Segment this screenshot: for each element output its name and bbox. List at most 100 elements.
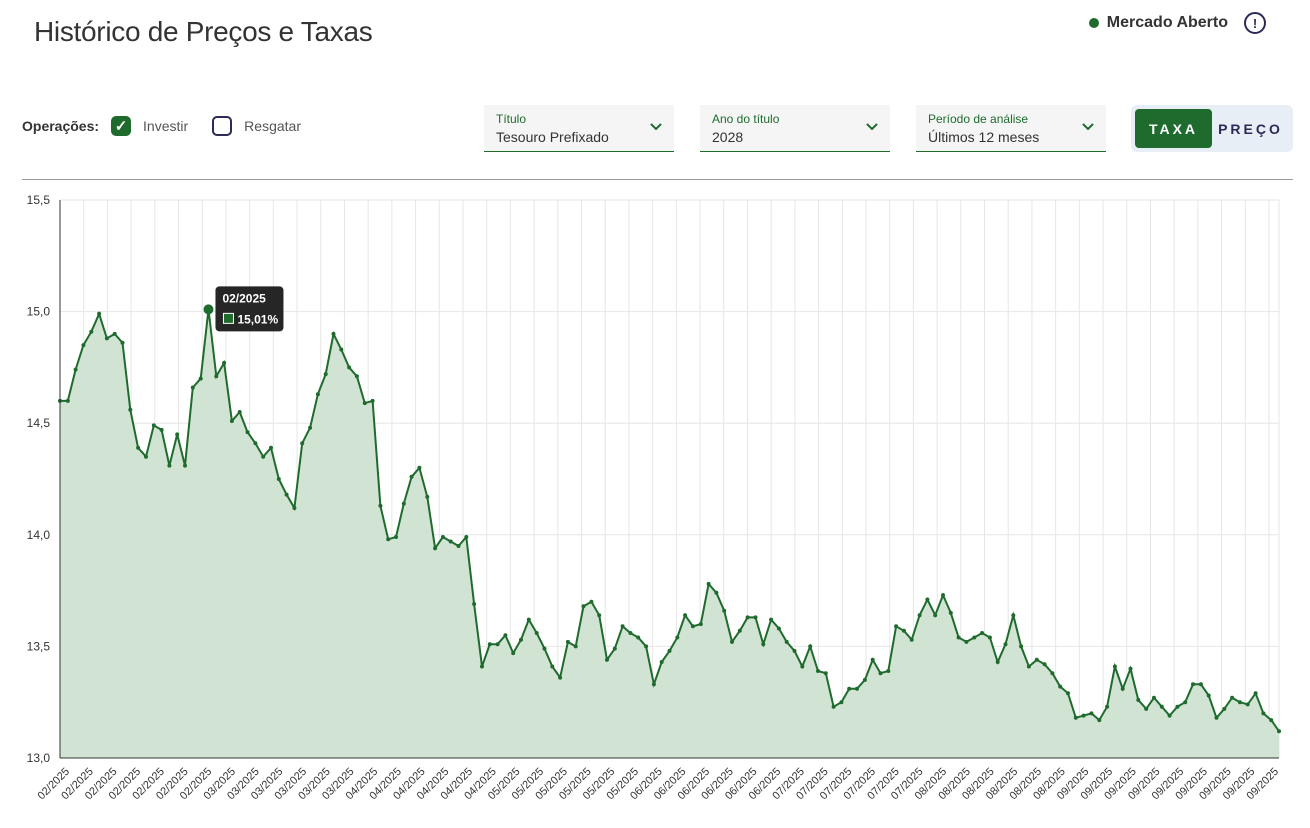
y-tick-label: 13,0: [27, 751, 51, 765]
data-point: [565, 639, 570, 644]
data-point: [300, 441, 305, 446]
data-point: [1011, 613, 1016, 618]
data-point: [183, 463, 187, 468]
data-points: [58, 304, 1281, 734]
x-axis-labels: 02/202502/202502/202502/202502/202502/20…: [36, 766, 1282, 803]
data-point: [1066, 691, 1070, 696]
data-point: [480, 664, 484, 669]
data-point: [792, 648, 797, 653]
data-point: [620, 624, 625, 629]
data-point: [706, 581, 711, 586]
rate-history-chart: 13,013,514,014,515,015,5 02/202502/20250…: [27, 193, 1282, 803]
status-dot-icon: [1088, 18, 1099, 28]
data-point: [1112, 664, 1117, 669]
resgatar-label[interactable]: Resgatar: [244, 118, 301, 134]
data-point: [776, 626, 781, 631]
tooltip-value: 15,01%: [237, 312, 278, 326]
operations-group: Operações: ✓ Investir Resgatar: [22, 116, 325, 136]
area-fill: [60, 309, 1279, 758]
data-point: [909, 637, 914, 642]
data-point: [1253, 691, 1258, 696]
tooltip-label: 02/2025: [222, 291, 266, 305]
data-point: [878, 671, 883, 676]
preco-button[interactable]: PREÇO: [1218, 120, 1283, 137]
data-point: [448, 539, 453, 544]
periodo-select-value: Últimos 12 meses: [928, 129, 1040, 145]
data-point: [1277, 729, 1281, 734]
data-point: [917, 613, 922, 618]
data-point: [925, 597, 930, 602]
data-point: [89, 329, 94, 334]
ano-select[interactable]: Ano do título 2028: [700, 105, 890, 152]
data-point: [519, 637, 523, 642]
data-point: [941, 593, 945, 598]
taxa-preco-toggle: TAXA PREÇO: [1131, 105, 1293, 152]
data-point: [761, 642, 766, 647]
data-point: [1261, 711, 1266, 716]
data-point: [144, 454, 148, 459]
data-point: [472, 602, 477, 606]
data-point: [581, 604, 586, 609]
data-point: [901, 628, 906, 633]
data-point: [1105, 704, 1110, 709]
data-point: [605, 657, 609, 662]
periodo-select[interactable]: Período de análise Últimos 12 meses: [916, 105, 1106, 152]
data-point: [159, 427, 164, 432]
data-point: [862, 677, 867, 682]
data-point: [417, 465, 422, 470]
data-point: [948, 610, 953, 615]
data-point: [1120, 686, 1125, 691]
data-point: [292, 506, 297, 510]
data-point: [636, 635, 641, 640]
y-tick-label: 14,5: [27, 416, 51, 430]
investir-label[interactable]: Investir: [143, 118, 189, 134]
data-point: [1097, 718, 1102, 723]
chart-axes: [59, 200, 1279, 759]
info-icon[interactable]: !: [1244, 12, 1266, 34]
divider: [22, 179, 1293, 180]
operations-label: Operações:: [22, 118, 100, 134]
data-point: [808, 644, 813, 649]
y-axis-labels: 13,0 13,5 14,0 14,5 15,0 15,5: [27, 193, 51, 765]
data-point: [253, 441, 258, 446]
data-point: [980, 631, 985, 635]
data-point: [1128, 666, 1133, 671]
taxa-button[interactable]: TAXA: [1135, 109, 1212, 148]
data-point: [237, 410, 242, 414]
data-point: [690, 624, 695, 629]
data-point: [800, 664, 805, 669]
data-point: [440, 535, 445, 539]
ano-select-value: 2028: [712, 129, 744, 145]
data-point: [378, 503, 383, 508]
page-title: Histórico de Preços e Taxas: [34, 16, 373, 47]
data-point: [1214, 715, 1219, 720]
data-point: [550, 664, 555, 669]
resgatar-checkbox[interactable]: [212, 116, 233, 136]
data-point: [276, 477, 281, 481]
data-point: [1050, 671, 1055, 676]
market-status: Mercado Aberto !: [1088, 12, 1266, 34]
data-point: [651, 682, 656, 687]
data-point: [1230, 695, 1235, 700]
data-point: [261, 454, 266, 459]
data-point: [456, 544, 461, 548]
data-point: [1206, 693, 1211, 698]
chart-tooltip[interactable]: 02/2025 15,01%: [215, 286, 284, 332]
data-point: [1152, 695, 1156, 700]
data-point: [284, 492, 289, 497]
data-point: [198, 376, 203, 381]
data-point: [128, 407, 133, 412]
data-point: [823, 671, 828, 676]
data-point: [886, 669, 891, 673]
data-point: [394, 535, 398, 539]
tooltip-swatch: [222, 312, 234, 324]
data-point: [222, 360, 227, 365]
investir-checkbox[interactable]: ✓: [111, 116, 132, 136]
data-point: [667, 648, 672, 653]
data-point: [894, 624, 899, 629]
data-point: [870, 657, 875, 662]
data-point: [81, 343, 86, 348]
data-point: [1237, 700, 1242, 705]
titulo-select[interactable]: Título Tesouro Prefixado: [484, 105, 674, 152]
data-point: [1175, 704, 1180, 709]
